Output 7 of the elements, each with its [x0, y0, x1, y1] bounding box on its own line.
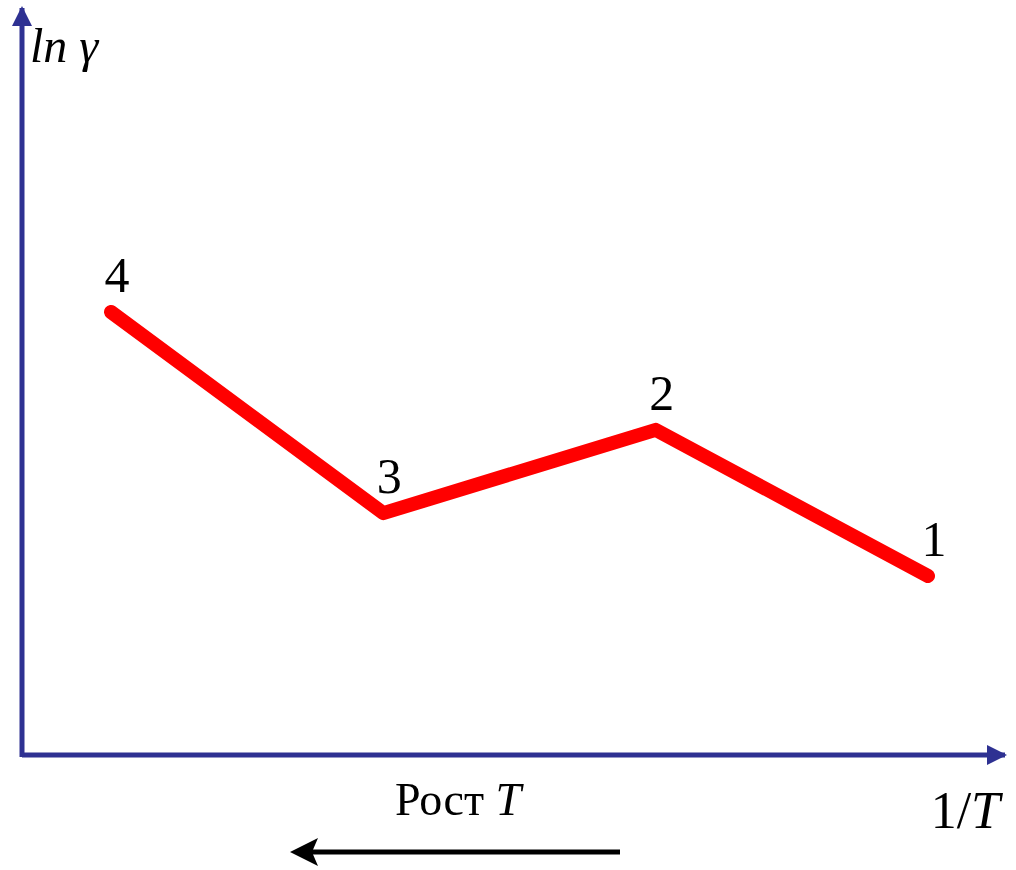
x-axis-title: 1/T	[930, 782, 1004, 839]
y-axis-title: ln γ	[30, 19, 100, 72]
annotation: 2	[649, 364, 675, 421]
text: 4	[104, 247, 130, 303]
annotation: 1	[921, 511, 947, 568]
annotation: 3	[376, 448, 402, 505]
text: Рост T	[394, 774, 525, 825]
